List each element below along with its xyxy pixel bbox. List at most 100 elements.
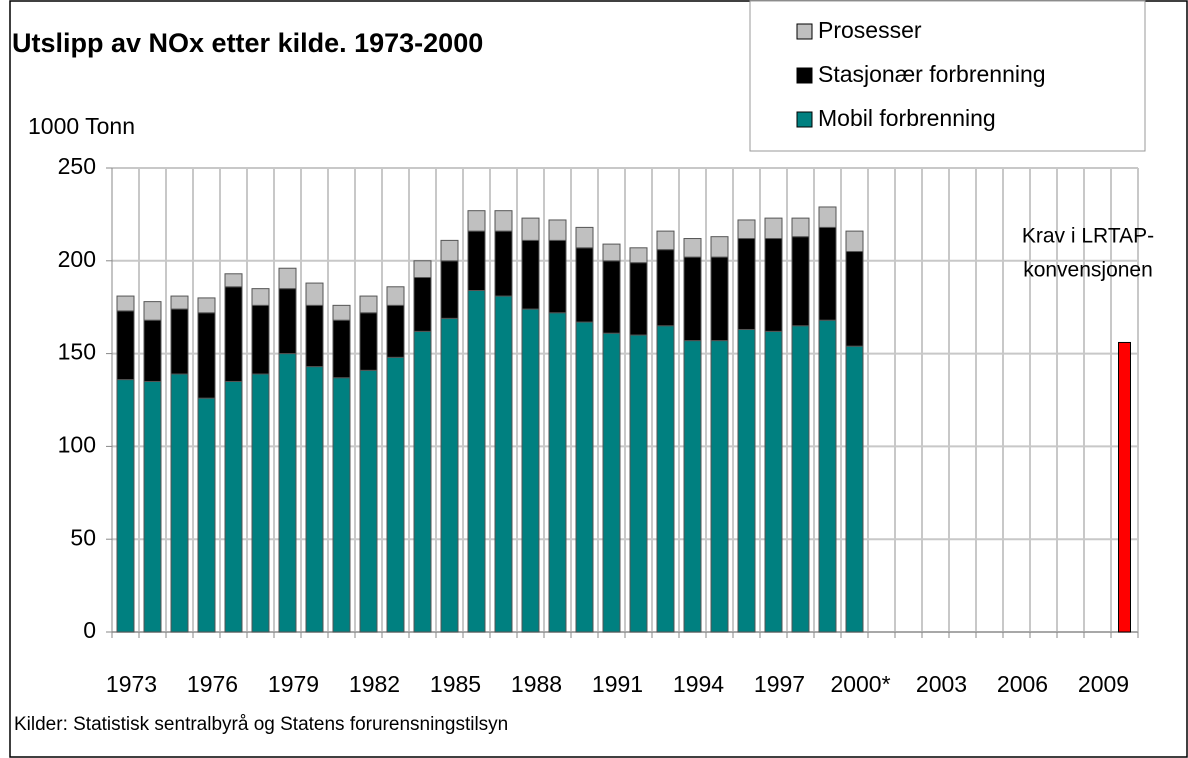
- x-tick-label: 1997: [754, 671, 805, 697]
- bar-segment: [224, 273, 243, 288]
- bar-segment: [332, 304, 351, 321]
- bar-segment: [764, 238, 783, 332]
- bar-segment: [197, 312, 216, 399]
- bar-segment: [278, 288, 297, 355]
- bar-segment: [251, 288, 270, 306]
- x-tick-label: 1988: [511, 671, 562, 697]
- bar-segment: [575, 247, 594, 323]
- bar-segment: [170, 373, 189, 633]
- legend-swatch: [796, 67, 813, 84]
- bar-segment: [251, 373, 270, 633]
- bar-segment: [440, 239, 459, 262]
- bar-segment: [359, 369, 378, 633]
- bar-segment: [224, 380, 243, 633]
- bar-segment: [143, 380, 162, 633]
- bar-segment: [467, 230, 486, 291]
- bar-segment: [170, 308, 189, 375]
- legend-label: Stasjonær forbrenning: [818, 61, 1046, 87]
- bar-segment: [278, 267, 297, 290]
- x-tick-label: 1994: [673, 671, 724, 697]
- bar-segment: [602, 260, 621, 334]
- bar-segment: [278, 353, 297, 633]
- legend-box: [749, 0, 1146, 152]
- bar-segment: [575, 321, 594, 633]
- bar-segment: [818, 319, 837, 633]
- bar-segment: [413, 260, 432, 279]
- x-tick-label: 1979: [268, 671, 319, 697]
- bar-segment: [791, 236, 810, 327]
- bar-segment: [629, 247, 648, 264]
- bar-segment: [359, 295, 378, 314]
- bar-segment: [548, 219, 567, 241]
- x-tick-label: 1973: [106, 671, 157, 697]
- bar-segment: [710, 256, 729, 342]
- bar-segment: [764, 217, 783, 240]
- y-tick-label: 150: [58, 339, 96, 365]
- legend-swatch: [796, 23, 813, 40]
- legend-label: Prosesser: [818, 17, 922, 43]
- x-tick-label: 2006: [997, 671, 1048, 697]
- bar-segment: [440, 317, 459, 633]
- x-tick-label: 1982: [349, 671, 400, 697]
- bar-segment: [386, 356, 405, 633]
- bar-segment: [602, 332, 621, 633]
- bar-segment: [656, 230, 675, 251]
- bar-segment: [494, 230, 513, 297]
- bar-segment: [116, 379, 135, 633]
- bar-segment: [818, 226, 837, 321]
- bar-segment: [845, 345, 864, 633]
- bar-segment: [683, 238, 702, 258]
- bar-segment: [737, 219, 756, 240]
- bar-segment: [494, 295, 513, 633]
- bar-segment: [521, 308, 540, 633]
- bar-segment: [332, 319, 351, 379]
- bar-segment: [332, 377, 351, 633]
- bar-segment: [845, 230, 864, 253]
- y-axis-label: 1000 Tonn: [28, 113, 135, 139]
- bar-segment: [305, 366, 324, 633]
- bar-segment: [197, 397, 216, 633]
- bar-segment: [656, 249, 675, 327]
- bar-segment: [710, 236, 729, 258]
- bar-segment: [737, 238, 756, 330]
- x-tick-label: 2000*: [830, 671, 890, 697]
- y-tick-label: 100: [58, 431, 96, 457]
- y-tick-label: 200: [58, 246, 96, 272]
- bar-segment: [575, 226, 594, 249]
- bar-segment: [413, 277, 432, 332]
- legend-label: Mobil forbrenning: [818, 105, 996, 131]
- y-tick-label: 0: [83, 617, 96, 643]
- bar-segment: [710, 340, 729, 633]
- annotation: Krav i LRTAP-: [1022, 225, 1154, 248]
- y-tick-label: 50: [70, 524, 96, 550]
- bar-segment: [170, 295, 189, 310]
- bar-segment: [467, 210, 486, 232]
- bar-segment: [467, 289, 486, 633]
- bar-segment: [791, 217, 810, 238]
- bar-segment: [521, 239, 540, 310]
- bar-segment: [386, 286, 405, 306]
- x-tick-label: 2009: [1078, 671, 1129, 697]
- bar-segment: [656, 325, 675, 633]
- bar-segment: [305, 304, 324, 368]
- bar-segment: [548, 312, 567, 633]
- bar-segment: [413, 330, 432, 633]
- bar-segment: [224, 286, 243, 382]
- bar-segment: [764, 330, 783, 633]
- x-tick-label: 1985: [430, 671, 481, 697]
- bar-segment: [143, 319, 162, 382]
- bar-segment: [683, 256, 702, 342]
- bar-segment: [737, 328, 756, 633]
- bar-segment: [251, 304, 270, 375]
- bar-segment: [143, 301, 162, 321]
- bar-segment: [791, 325, 810, 633]
- bar-segment: [197, 297, 216, 314]
- bar-segment: [494, 210, 513, 232]
- bar-segment: [116, 295, 135, 312]
- bar-segment: [359, 312, 378, 371]
- bar-segment: [386, 304, 405, 358]
- bar-segment: [818, 206, 837, 228]
- bar-segment: [305, 282, 324, 306]
- bar-segment: [629, 334, 648, 633]
